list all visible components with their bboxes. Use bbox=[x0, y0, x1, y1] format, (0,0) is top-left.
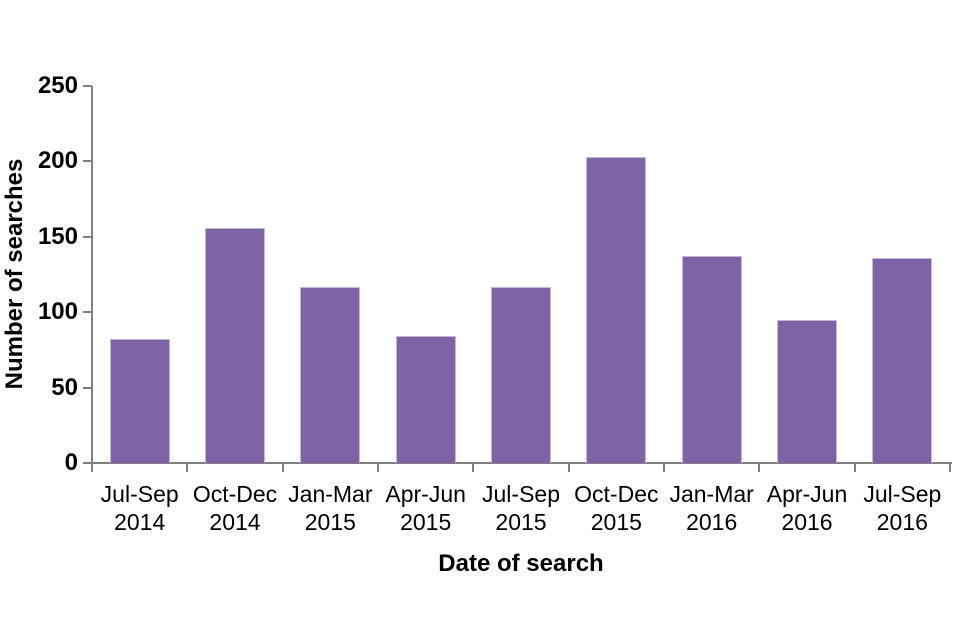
x-tick-mark bbox=[663, 464, 665, 472]
x-tick-mark bbox=[567, 464, 570, 472]
y-tick-label: 0 bbox=[64, 449, 78, 476]
y-tick-label: 50 bbox=[51, 373, 78, 401]
category-label: Apr-Jun 2016 bbox=[766, 481, 848, 535]
y-tick-label: 150 bbox=[37, 222, 78, 250]
y-tick-mark bbox=[83, 311, 92, 314]
bar bbox=[110, 339, 170, 463]
x-axis-line bbox=[91, 462, 952, 464]
x-tick-mark bbox=[758, 464, 761, 472]
x-tick-mark bbox=[853, 464, 856, 472]
x-tick-mark bbox=[377, 464, 379, 472]
x-axis-title: Date of search bbox=[438, 550, 604, 577]
x-tick-mark bbox=[949, 464, 951, 472]
category-label: Jan-Mar 2016 bbox=[669, 481, 754, 535]
y-tick-label: 250 bbox=[37, 72, 78, 99]
category-label: Oct-Dec 2014 bbox=[192, 481, 278, 535]
bar bbox=[491, 287, 551, 463]
x-tick-mark bbox=[186, 464, 189, 472]
bar bbox=[300, 287, 360, 463]
y-tick-mark bbox=[83, 462, 92, 464]
bar bbox=[396, 336, 456, 463]
bar bbox=[682, 256, 742, 463]
bar bbox=[205, 228, 265, 463]
category-label: Oct-Dec 2015 bbox=[574, 481, 659, 535]
y-tick-label: 100 bbox=[37, 298, 78, 326]
x-tick-mark bbox=[472, 464, 475, 472]
category-label: Jul-Sep 2016 bbox=[863, 481, 942, 535]
y-axis-title: Number of searches bbox=[1, 158, 28, 390]
category-label: Jan-Mar 2015 bbox=[288, 481, 373, 535]
category-label: Apr-Jun 2015 bbox=[385, 481, 466, 535]
y-tick-mark bbox=[83, 386, 92, 389]
category-label: Jul-Sep 2014 bbox=[100, 481, 179, 535]
bar bbox=[872, 258, 932, 463]
y-tick-mark bbox=[83, 235, 92, 238]
bar bbox=[586, 157, 646, 463]
y-tick-mark bbox=[83, 160, 92, 163]
x-tick-mark bbox=[91, 464, 93, 472]
y-tick-mark bbox=[83, 85, 92, 87]
x-tick-mark bbox=[281, 464, 284, 472]
category-label: Jul-Sep 2015 bbox=[482, 481, 560, 535]
bar bbox=[777, 320, 837, 463]
y-axis-line bbox=[91, 86, 93, 463]
y-tick-label: 200 bbox=[37, 147, 78, 175]
